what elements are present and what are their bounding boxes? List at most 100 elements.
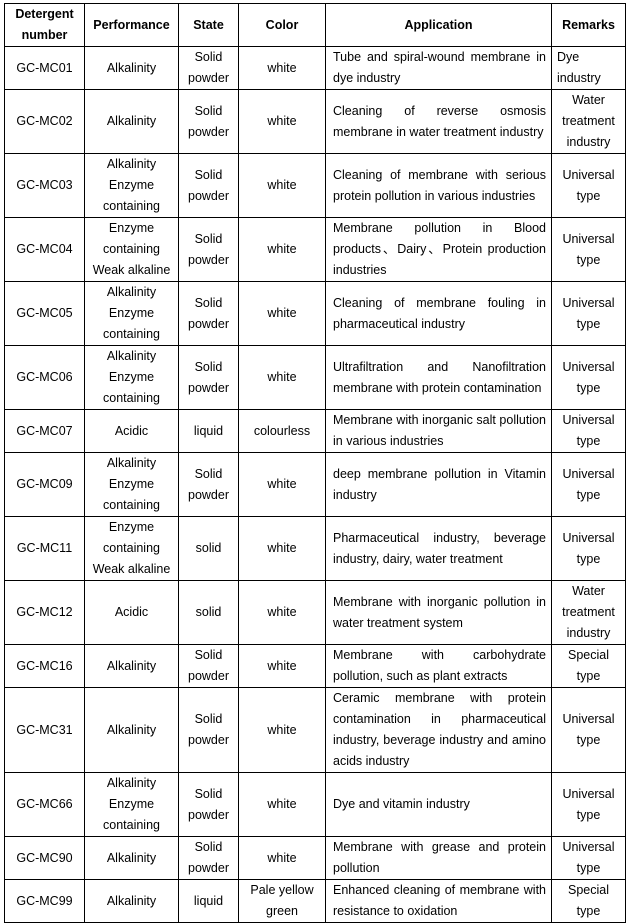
table-row: GC-MC31 Alkalinity Solid powder white Cerami… (4, 687, 626, 773)
table-body: GC-MC01 Alkalinity Solid powder white Tube a… (4, 46, 626, 923)
table-cell: white (238, 644, 326, 688)
table-cell: Solid powder (178, 345, 239, 410)
table-cell: Solid powder (178, 281, 239, 346)
table-cell: GC-MC05 (4, 281, 85, 346)
table-cell: Acidic (84, 580, 179, 645)
application-cell: Ceramic membrane with protein contaminat… (325, 687, 552, 773)
table-cell: white (238, 772, 326, 837)
table-cell: GC-MC31 (4, 687, 85, 773)
table-cell: solid (178, 580, 239, 645)
header-cell: Application (325, 3, 552, 47)
table-cell: Water treatment industry (551, 580, 626, 645)
table-cell: GC-MC02 (4, 89, 85, 154)
header-cell: Color (238, 3, 326, 47)
table-cell: Universal type (551, 772, 626, 837)
application-cell: Cleaning of membrane with serious protei… (325, 153, 552, 218)
header-cell: Remarks (551, 3, 626, 47)
table-cell: GC-MC99 (4, 879, 85, 923)
table-cell: Alkalinity (84, 687, 179, 773)
table-row: GC-MC05 Alkalinity Enzyme containing Solid… (4, 281, 626, 346)
table-cell: Solid powder (178, 46, 239, 90)
table-cell: colourless (238, 409, 326, 453)
table-cell: white (238, 89, 326, 154)
table-cell: Solid powder (178, 89, 239, 154)
table-cell: Water treatment industry (551, 89, 626, 154)
table-cell: Solid powder (178, 153, 239, 218)
table-row: GC-MC09 Alkalinity Enzyme containing Solid… (4, 452, 626, 517)
header-cell: Performance (84, 3, 179, 47)
table-cell: GC-MC03 (4, 153, 85, 218)
table-cell: GC-MC12 (4, 580, 85, 645)
table-cell: Solid powder (178, 836, 239, 880)
header-row: Detergent number Performance State Color App… (4, 3, 626, 47)
application-cell: deep membrane pollution in Vitamin indus… (325, 452, 552, 517)
application-cell: Ultrafiltration and Nanofiltration membr… (325, 345, 552, 410)
application-cell: Membrane pollution in Blood products、Dai… (325, 217, 552, 282)
table-header: Detergent number Performance State Color App… (4, 3, 626, 47)
table-cell: Pale yellow green (238, 879, 326, 923)
table-cell: white (238, 153, 326, 218)
table-cell: Alkalinity (84, 836, 179, 880)
table-cell: Solid powder (178, 452, 239, 517)
table-cell: Alkalinity (84, 89, 179, 154)
table-cell: Universal type (551, 409, 626, 453)
table-cell: Alkalinity Enzyme containing (84, 345, 179, 410)
application-cell: Membrane with carbohydrate pollution, su… (325, 644, 552, 688)
table-cell: white (238, 580, 326, 645)
table-cell: Alkalinity Enzyme containing (84, 772, 179, 837)
table-cell: Solid powder (178, 644, 239, 688)
table-cell: Universal type (551, 836, 626, 880)
application-cell: Tube and spiral-wound membrane in dye in… (325, 46, 552, 90)
table-cell: white (238, 516, 326, 581)
table-cell: GC-MC06 (4, 345, 85, 410)
table-cell: white (238, 46, 326, 90)
application-cell: Membrane with grease and protein polluti… (325, 836, 552, 880)
table-cell: solid (178, 516, 239, 581)
table-cell: GC-MC90 (4, 836, 85, 880)
table-cell: GC-MC04 (4, 217, 85, 282)
table-cell: white (238, 281, 326, 346)
table-cell: Solid powder (178, 217, 239, 282)
table-cell: Special type (551, 644, 626, 688)
table-cell: Universal type (551, 452, 626, 517)
table-cell: Solid powder (178, 772, 239, 837)
table-cell: Universal type (551, 281, 626, 346)
table-cell: liquid (178, 879, 239, 923)
table-cell: white (238, 836, 326, 880)
application-cell: Membrane with inorganic salt pollution i… (325, 409, 552, 453)
table-row: GC-MC66 Alkalinity Enzyme containing Solid… (4, 772, 626, 837)
table-cell: Universal type (551, 516, 626, 581)
table-cell: Acidic (84, 409, 179, 453)
header-cell: Detergent number (4, 3, 85, 47)
application-cell: Dye and vitamin industry (325, 772, 552, 837)
application-cell: Cleaning of membrane fouling in pharmace… (325, 281, 552, 346)
table-row: GC-MC99 Alkalinity liquid Pale yellow green… (4, 879, 626, 923)
table-cell: Universal type (551, 687, 626, 773)
table-cell: Alkalinity Enzyme containing (84, 281, 179, 346)
table-cell: Universal type (551, 153, 626, 218)
table-cell: GC-MC11 (4, 516, 85, 581)
table-cell: Alkalinity Enzyme containing (84, 153, 179, 218)
table-cell: GC-MC01 (4, 46, 85, 90)
table-cell: Universal type (551, 345, 626, 410)
table-row: GC-MC90 Alkalinity Solid powder white Membra… (4, 836, 626, 880)
table-row: GC-MC16 Alkalinity Solid powder white Membra… (4, 644, 626, 688)
table-cell: white (238, 345, 326, 410)
table-cell: Enzyme containing Weak alkaline (84, 516, 179, 581)
table-row: GC-MC07 Acidic liquid colourless Membrane wi… (4, 409, 626, 453)
table-cell: Universal type (551, 217, 626, 282)
table-cell: GC-MC07 (4, 409, 85, 453)
table-row: GC-MC02 Alkalinity Solid powder white Cleani… (4, 89, 626, 154)
table-cell: GC-MC16 (4, 644, 85, 688)
table-row: GC-MC06 Alkalinity Enzyme containing Solid… (4, 345, 626, 410)
application-cell: Cleaning of reverse osmosis membrane in … (325, 89, 552, 154)
table-cell: white (238, 452, 326, 517)
detergent-table: Detergent number Performance State Color App… (4, 3, 626, 923)
table-row: GC-MC11 Enzyme containing Weak alkaline so… (4, 516, 626, 581)
application-cell: Membrane with inorganic pollution in wat… (325, 580, 552, 645)
table-cell: Alkalinity (84, 644, 179, 688)
table-cell: GC-MC09 (4, 452, 85, 517)
table-cell: Alkalinity Enzyme containing (84, 452, 179, 517)
table-cell: liquid (178, 409, 239, 453)
